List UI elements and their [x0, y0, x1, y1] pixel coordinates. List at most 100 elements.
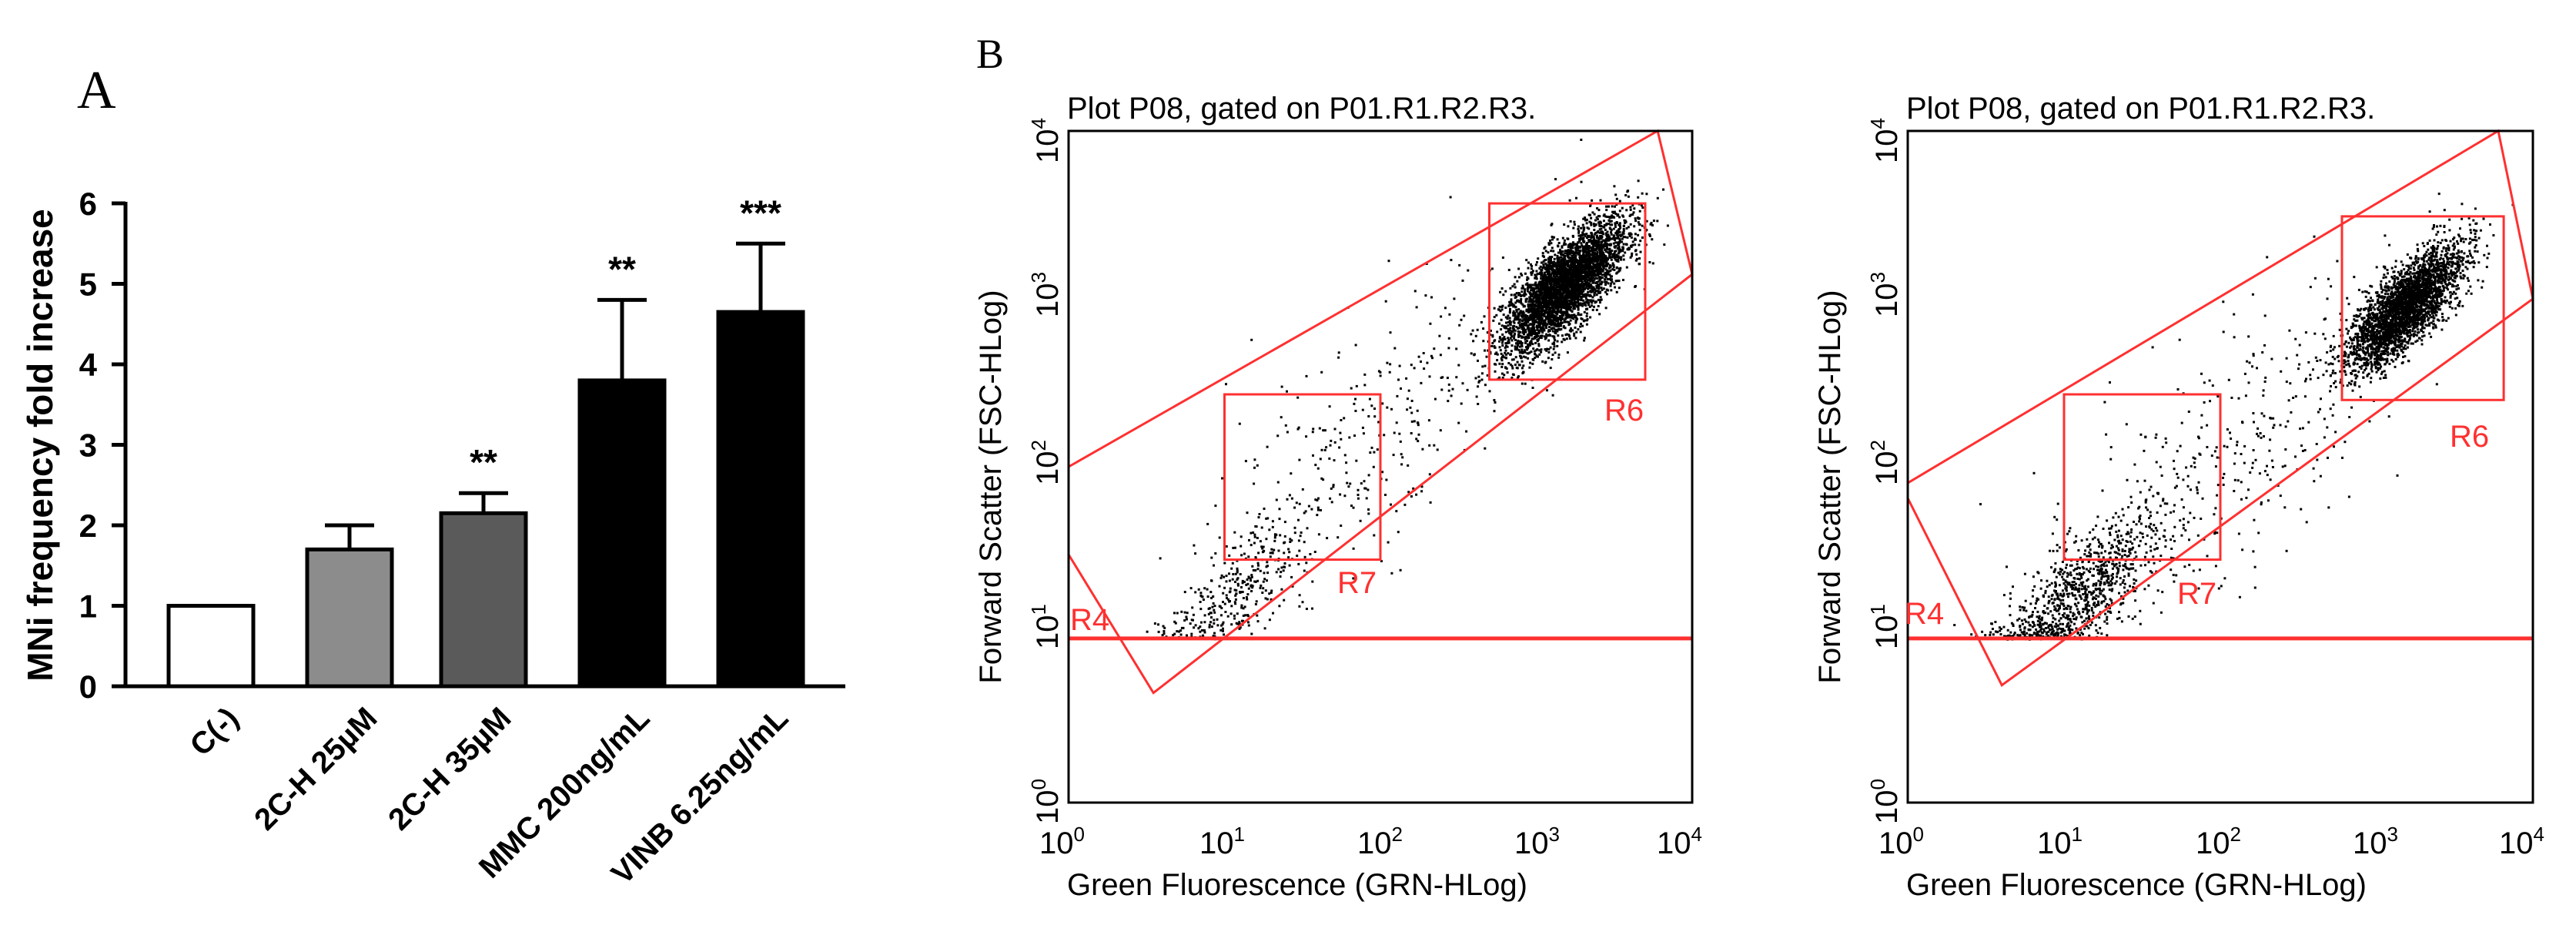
event-dot	[1530, 327, 1533, 330]
event-dot	[1602, 220, 1605, 223]
event-dot	[1537, 300, 1540, 302]
event-dot	[1484, 447, 1487, 450]
event-dot	[1594, 253, 1597, 255]
event-dot	[1608, 243, 1611, 246]
y-tick-label: 6	[79, 186, 97, 222]
event-dot	[1551, 354, 1554, 357]
event-dot	[1521, 290, 1524, 293]
event-dot	[1564, 300, 1567, 303]
event-dot	[1651, 238, 1654, 241]
event-dot	[1614, 250, 1618, 253]
event-dot	[1277, 568, 1280, 571]
event-dot	[1257, 564, 1260, 567]
event-dot	[1527, 267, 1530, 270]
region-label-r4: R4	[1070, 603, 1109, 637]
event-dot	[1256, 620, 1260, 623]
event-dot	[1206, 522, 1209, 525]
event-dot	[1581, 288, 1584, 290]
event-dot	[1430, 354, 1433, 357]
event-dot	[1201, 629, 1203, 632]
event-dot	[1516, 344, 1519, 347]
event-dot	[1180, 610, 1183, 613]
event-dot	[1564, 291, 1567, 294]
event-dot	[1607, 282, 1610, 285]
event-dot	[1620, 258, 1622, 261]
event-dot	[1240, 606, 1243, 609]
event-dot	[1544, 316, 1547, 319]
event-dot	[1615, 241, 1618, 244]
event-dot	[1406, 397, 1409, 401]
event-dot	[1563, 319, 1566, 322]
event-dot	[1638, 257, 1641, 260]
event-dot	[1601, 268, 1604, 271]
event-dot	[1527, 317, 1531, 320]
event-dot	[1547, 348, 1551, 350]
event-dot	[1557, 263, 1561, 267]
event-dot	[1577, 313, 1580, 316]
event-dot	[1587, 293, 1590, 297]
event-dot	[1571, 280, 1574, 282]
event-dot	[1532, 300, 1535, 303]
event-dot	[1413, 367, 1416, 370]
event-dot	[2420, 286, 2423, 288]
event-dot	[1564, 274, 1567, 277]
event-dot	[1537, 283, 1540, 286]
event-dot	[1514, 348, 1517, 351]
event-dot	[1559, 294, 1562, 297]
event-dot	[1247, 621, 1250, 624]
event-dot	[1222, 627, 1224, 630]
event-dot	[1513, 321, 1516, 324]
event-dot	[1534, 341, 1537, 344]
event-dot	[1522, 305, 1525, 308]
event-dot	[1578, 283, 1581, 287]
event-dot	[1547, 330, 1550, 333]
event-dot	[1604, 239, 1607, 242]
event-dot	[1477, 359, 1479, 362]
event-dot	[1571, 243, 1574, 246]
event-dot	[1584, 304, 1587, 307]
event-dot	[1551, 321, 1554, 324]
event-dot	[1550, 283, 1553, 286]
event-dot	[1631, 204, 1634, 207]
event-dot	[1320, 508, 1322, 511]
event-dot	[1574, 252, 1577, 255]
event-dot	[1203, 629, 1206, 632]
event-dot	[1206, 588, 1209, 591]
event-dot	[1553, 236, 1555, 239]
event-dot	[1190, 632, 1193, 635]
event-dot	[1527, 286, 1530, 289]
event-dot	[1549, 291, 1552, 294]
event-dot	[1547, 242, 1551, 245]
event-dot	[1376, 448, 1379, 451]
event-dot	[1431, 357, 1434, 360]
event-dot	[1583, 301, 1586, 304]
event-dot	[1209, 591, 1213, 594]
event-dot	[1590, 216, 1593, 220]
event-dot	[1570, 302, 1573, 304]
event-dot	[1574, 274, 1577, 277]
event-dot	[1609, 251, 1612, 254]
event-dot	[1517, 327, 1520, 330]
event-dot	[1635, 253, 1638, 256]
event-dot	[1548, 263, 1551, 266]
flow-plot-2-x-ticks: 100 101 102 103 104	[1878, 823, 2544, 860]
event-dot	[1329, 497, 1332, 500]
event-dot	[1510, 364, 1514, 367]
event-dot	[1596, 231, 1599, 234]
event-dot	[1186, 612, 1189, 615]
event-dot	[1584, 216, 1587, 220]
event-dot	[1573, 297, 1576, 300]
event-dot	[1604, 232, 1607, 235]
event-dot	[1535, 354, 1538, 357]
event-dot	[1574, 321, 1577, 324]
event-dot	[1482, 327, 1485, 330]
event-dot	[1280, 385, 1283, 388]
event-dot	[1544, 290, 1547, 293]
event-dot	[1504, 316, 1507, 319]
event-dot	[1223, 633, 1226, 636]
event-dot	[1410, 400, 1413, 402]
event-dot	[1595, 216, 1598, 219]
event-dot	[1263, 627, 1266, 630]
event-dot	[1562, 297, 1565, 300]
event-dot	[1584, 268, 1587, 271]
